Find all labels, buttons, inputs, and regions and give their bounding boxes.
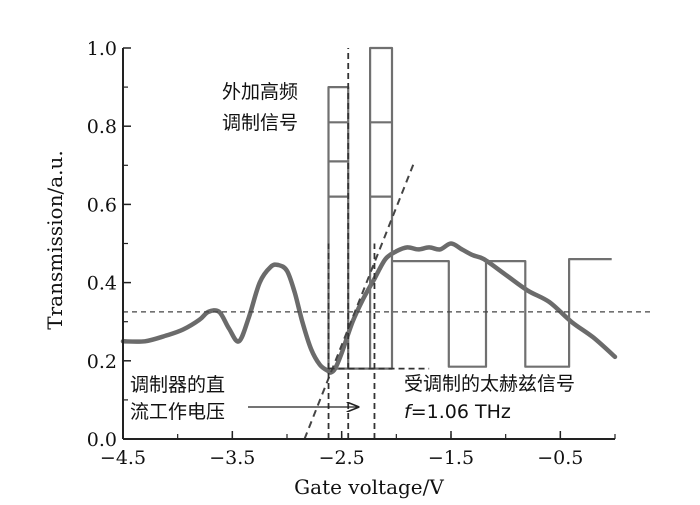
y-tick-label-2: 0.4 bbox=[87, 273, 117, 295]
x-axis-label: Gate voltage/V bbox=[294, 475, 444, 499]
annotation-modulation-signal-line1: 外加高频 bbox=[222, 81, 298, 103]
x-tick-label-1: −3.5 bbox=[209, 447, 255, 469]
y-tick-label-3: 0.6 bbox=[87, 194, 117, 216]
annotation-frequency-symbol: f bbox=[404, 401, 414, 423]
annotation-frequency-value: =1.06 THz bbox=[411, 401, 511, 423]
y-tick-label-4: 0.8 bbox=[87, 116, 117, 138]
x-tick-label-0: −4.5 bbox=[100, 447, 146, 469]
annotation-frequency: f=1.06 THz bbox=[404, 401, 511, 423]
annotation-dc-bias-line2: 流工作电压 bbox=[130, 401, 225, 423]
y-tick-label-0: 0.0 bbox=[87, 429, 117, 451]
y-tick-label-1: 0.2 bbox=[87, 351, 117, 373]
series-2-step-solid-x bbox=[392, 258, 612, 368]
tick-layer: −4.5 −3.5 −2.5 −1.5 −0.5 0.0 0.2 0.4 0.6 0.8 1.0 bbox=[87, 38, 616, 469]
annotation-dc-bias-line1: 调制器的直 bbox=[130, 374, 225, 396]
series-1-step-solid bbox=[327, 46, 394, 370]
series-3-dashed-tangent bbox=[303, 162, 415, 440]
annotation-modulated-thz: 受调制的太赫兹信号 bbox=[404, 373, 575, 395]
y-tick-label-5: 1.0 bbox=[87, 38, 117, 60]
x-tick-label-2: −2.5 bbox=[319, 447, 365, 469]
annotation-modulation-signal-line2: 调制信号 bbox=[222, 112, 298, 134]
x-tick-label-4: −0.5 bbox=[537, 447, 583, 469]
y-axis-label: Transmission/a.u. bbox=[43, 150, 67, 329]
x-tick-label-3: −1.5 bbox=[428, 447, 474, 469]
